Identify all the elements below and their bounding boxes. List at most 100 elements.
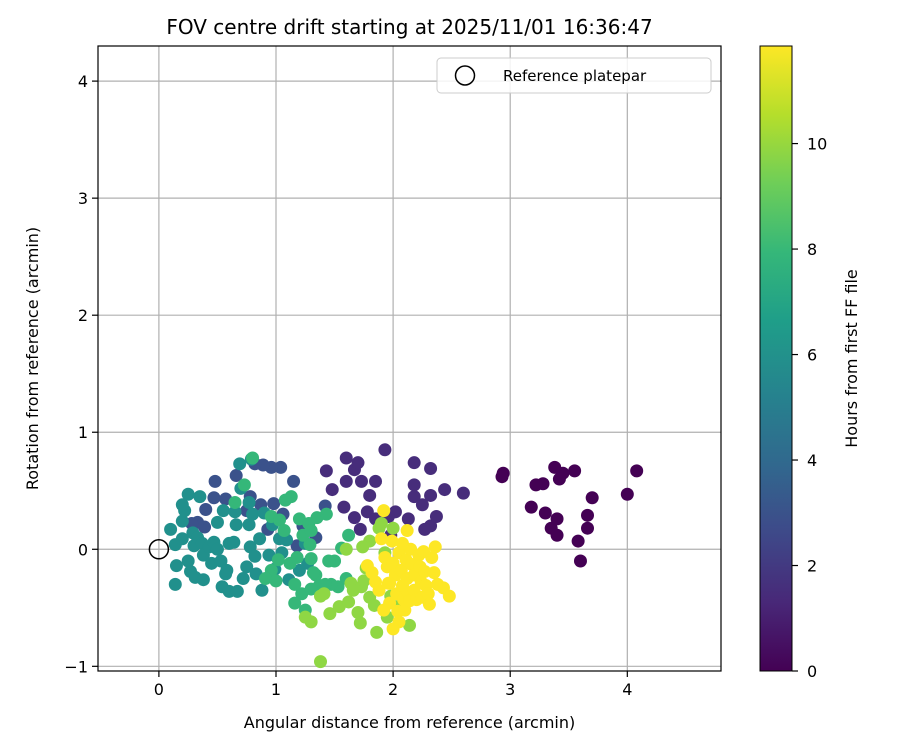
data-point bbox=[242, 518, 256, 532]
data-point bbox=[374, 517, 388, 531]
data-point bbox=[323, 607, 337, 621]
data-point bbox=[233, 457, 247, 471]
scatter-points bbox=[164, 443, 644, 669]
x-axis-ticks: 0 1 2 3 4 bbox=[154, 671, 632, 699]
data-point bbox=[581, 508, 594, 522]
data-point bbox=[237, 478, 251, 492]
data-point bbox=[425, 550, 439, 564]
data-point bbox=[524, 500, 538, 514]
data-point bbox=[242, 495, 256, 509]
data-point bbox=[306, 566, 320, 580]
data-point bbox=[369, 474, 383, 488]
data-point bbox=[271, 553, 285, 567]
data-point bbox=[353, 522, 367, 536]
data-point bbox=[377, 504, 391, 518]
data-point bbox=[199, 502, 213, 516]
data-point bbox=[620, 487, 634, 501]
data-point bbox=[378, 443, 392, 457]
data-point bbox=[548, 460, 562, 474]
data-point bbox=[314, 589, 327, 603]
data-point bbox=[196, 573, 210, 587]
data-point bbox=[342, 528, 356, 542]
data-point bbox=[581, 521, 594, 535]
y-tick-label: 0 bbox=[78, 540, 88, 559]
data-point bbox=[314, 655, 327, 669]
colorbar bbox=[759, 45, 793, 672]
y-tick-label: 4 bbox=[78, 72, 88, 91]
data-point bbox=[273, 513, 287, 527]
legend-label: Reference platepar bbox=[503, 67, 647, 85]
data-point bbox=[248, 549, 262, 563]
data-point bbox=[568, 464, 582, 478]
legend-marker bbox=[454, 65, 476, 86]
data-point bbox=[407, 456, 421, 470]
data-point bbox=[229, 469, 243, 483]
data-point bbox=[351, 456, 365, 470]
data-point bbox=[208, 474, 222, 488]
data-point bbox=[175, 498, 189, 512]
data-point bbox=[550, 512, 564, 526]
data-point bbox=[630, 464, 644, 478]
data-point bbox=[240, 560, 254, 574]
colorbar-tick-label: 2 bbox=[807, 557, 817, 576]
data-point bbox=[322, 554, 336, 568]
x-axis-label: Angular distance from reference (arcmin) bbox=[244, 713, 575, 732]
colorbar-label: Hours from first FF file bbox=[842, 269, 861, 448]
data-point bbox=[427, 566, 441, 580]
data-point bbox=[236, 572, 250, 586]
data-point bbox=[422, 597, 436, 611]
data-point bbox=[287, 474, 301, 488]
colorbar-tick-label: 8 bbox=[807, 240, 817, 259]
data-point bbox=[353, 616, 367, 630]
data-point bbox=[277, 524, 291, 538]
data-point bbox=[538, 506, 552, 520]
data-point bbox=[342, 595, 356, 609]
data-point bbox=[216, 504, 230, 518]
legend: Reference platepar bbox=[436, 57, 712, 94]
colorbar-ticks: 0 2 4 6 8 10 bbox=[792, 135, 827, 681]
data-point bbox=[354, 474, 368, 488]
data-point bbox=[421, 587, 435, 601]
data-point bbox=[395, 536, 409, 550]
colorbar-tick-label: 6 bbox=[807, 346, 817, 365]
data-point bbox=[407, 478, 421, 492]
data-point bbox=[351, 605, 365, 619]
data-point bbox=[456, 486, 470, 500]
data-point bbox=[370, 625, 384, 639]
data-point bbox=[386, 521, 400, 535]
x-tick-label: 4 bbox=[622, 680, 632, 699]
data-point bbox=[403, 618, 416, 632]
data-point bbox=[319, 464, 333, 478]
data-point bbox=[288, 596, 302, 610]
data-point bbox=[418, 522, 432, 536]
data-point bbox=[288, 577, 302, 591]
data-point bbox=[377, 603, 391, 617]
x-tick-label: 3 bbox=[505, 680, 515, 699]
data-point bbox=[207, 491, 221, 505]
data-point bbox=[550, 528, 564, 542]
data-point bbox=[169, 559, 183, 573]
data-point bbox=[357, 574, 371, 588]
data-point bbox=[304, 524, 318, 538]
data-point bbox=[229, 518, 243, 532]
data-point bbox=[303, 538, 317, 552]
data-point bbox=[442, 589, 456, 603]
data-point bbox=[347, 511, 361, 525]
data-point bbox=[230, 584, 244, 598]
data-point bbox=[585, 491, 599, 505]
y-axis-label: Rotation from reference (arcmin) bbox=[23, 227, 42, 490]
data-point bbox=[210, 542, 224, 556]
data-point bbox=[181, 554, 195, 568]
data-point bbox=[383, 576, 397, 590]
colorbar-tick-label: 4 bbox=[807, 451, 817, 470]
data-point bbox=[495, 470, 509, 484]
data-point bbox=[298, 610, 312, 624]
data-point bbox=[246, 507, 260, 521]
plot-frame bbox=[97, 45, 722, 672]
data-point bbox=[304, 552, 318, 566]
data-point bbox=[529, 478, 543, 492]
data-point bbox=[290, 550, 304, 564]
data-point bbox=[356, 540, 370, 554]
y-tick-label: −1 bbox=[64, 657, 88, 676]
